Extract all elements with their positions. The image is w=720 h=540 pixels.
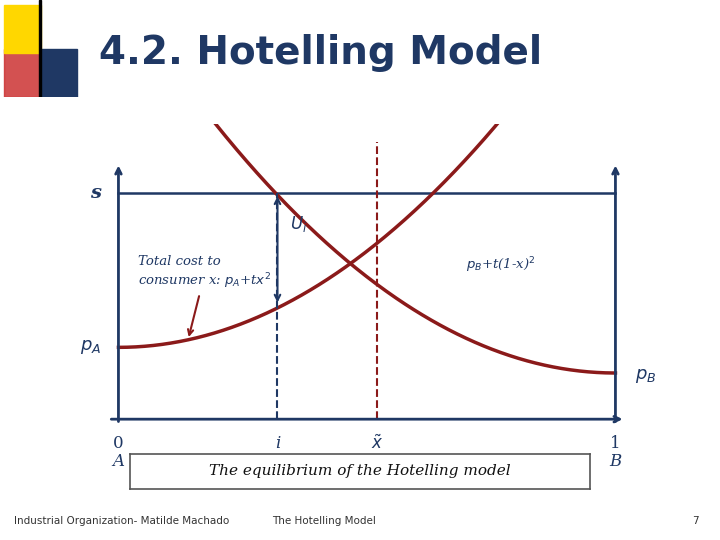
Bar bbox=[4, 49, 40, 97]
Text: B: B bbox=[609, 453, 621, 469]
Text: A: A bbox=[112, 453, 125, 469]
Text: $p_B$+t(1-x)$^2$: $p_B$+t(1-x)$^2$ bbox=[467, 255, 536, 275]
Text: 1: 1 bbox=[610, 435, 621, 451]
Text: $\tilde{x}$: $\tilde{x}$ bbox=[371, 435, 383, 453]
Text: 4.2. Hotelling Model: 4.2. Hotelling Model bbox=[99, 35, 542, 72]
Text: 0: 0 bbox=[113, 435, 124, 451]
Text: s: s bbox=[90, 185, 101, 202]
Text: $p_A$: $p_A$ bbox=[80, 339, 101, 356]
Text: i: i bbox=[275, 435, 280, 451]
Text: The equilibrium of the Hotelling model: The equilibrium of the Hotelling model bbox=[210, 464, 510, 478]
Text: The Hotelling Model: The Hotelling Model bbox=[272, 516, 376, 526]
Text: $U_i$: $U_i$ bbox=[290, 214, 307, 234]
Bar bbox=[40, 49, 77, 97]
Text: Total cost to
consumer x: $p_A$+t$x^2$: Total cost to consumer x: $p_A$+t$x^2$ bbox=[138, 255, 271, 335]
Bar bbox=[40, 0, 42, 97]
Text: $p_B$: $p_B$ bbox=[635, 367, 657, 384]
Bar bbox=[4, 5, 40, 53]
Text: Industrial Organization- Matilde Machado: Industrial Organization- Matilde Machado bbox=[14, 516, 230, 526]
Text: 7: 7 bbox=[692, 516, 698, 526]
